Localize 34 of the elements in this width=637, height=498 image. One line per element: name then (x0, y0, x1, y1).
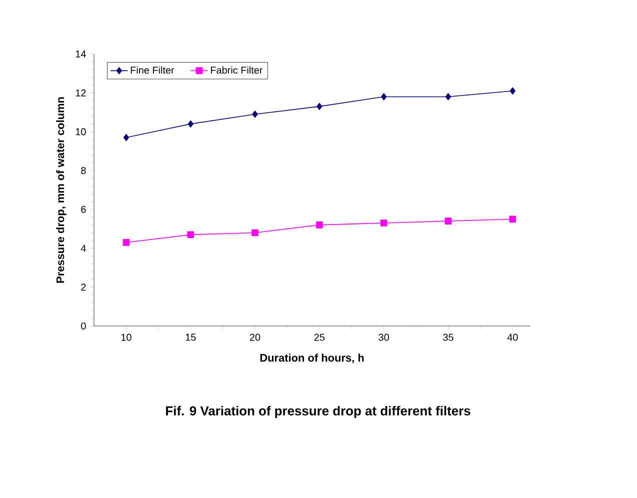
x-tick-label: 15 (186, 334, 196, 341)
y-tick-label: 2 (81, 284, 86, 291)
x-tick-label: 25 (314, 334, 325, 341)
legend-label: Fine Filter (130, 66, 174, 74)
y-tick-label: 8 (81, 167, 86, 174)
point (316, 222, 323, 228)
x-tick-label: 20 (250, 334, 260, 341)
point (510, 87, 516, 94)
x-axis-title: Duration of hours, h (260, 354, 364, 364)
y-tick-label: 0 (81, 322, 86, 330)
y-axis-title: Pressure drop, mm of water column (56, 97, 66, 283)
text: Fif. 9 Variation of pressure drop at different filters (166, 406, 470, 418)
y-tick-label: 6 (81, 206, 86, 213)
point (445, 93, 452, 100)
point (444, 218, 452, 224)
point (509, 216, 516, 223)
point (380, 220, 388, 226)
y-tick-label: 14 (76, 50, 86, 58)
x-tick-label: 35 (443, 334, 454, 341)
y-tick-label: 4 (80, 244, 86, 252)
point (123, 134, 130, 142)
y-tick-label: 10 (76, 128, 86, 136)
x-tick-label: 40 (507, 334, 518, 341)
point (188, 120, 194, 128)
point (252, 110, 258, 118)
point (316, 102, 322, 110)
x-tick-label: 30 (378, 334, 389, 341)
legend-label: Fabric Filter (210, 66, 263, 74)
point (122, 239, 130, 246)
point (252, 229, 258, 236)
point (187, 231, 194, 238)
y-tick-label: 12 (76, 89, 86, 96)
x-tick-label: 10 (121, 334, 132, 341)
point (381, 93, 387, 100)
